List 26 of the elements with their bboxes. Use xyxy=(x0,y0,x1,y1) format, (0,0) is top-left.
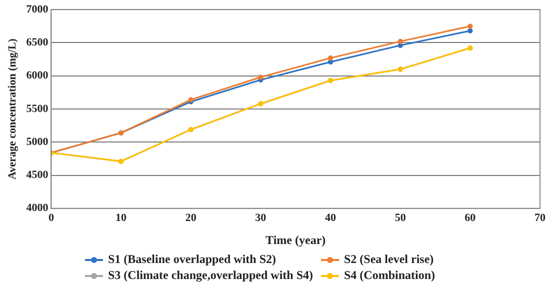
point xyxy=(468,28,473,34)
x-tick-label: 60 xyxy=(464,212,476,224)
x-tick-label: 20 xyxy=(185,212,197,224)
y-axis-title: Average concentration (mg/L) xyxy=(6,38,18,180)
y-tick-label: 7000 xyxy=(26,3,49,16)
legend-label: S2 (Sea level rise) xyxy=(344,252,434,267)
point xyxy=(398,38,403,44)
point xyxy=(468,24,473,29)
y-tick-label: 4500 xyxy=(26,169,49,182)
x-tick-label: 50 xyxy=(394,212,406,224)
point xyxy=(328,55,334,61)
y-tick-label: 4000 xyxy=(26,202,49,214)
x-axis-title: Time (year) xyxy=(266,232,326,247)
x-tick-label: 30 xyxy=(255,212,267,224)
y-tick-label: 6500 xyxy=(26,36,49,49)
x-tick-label: 70 xyxy=(534,212,546,224)
x-tick-label: 10 xyxy=(116,212,128,224)
y-tick-label: 6000 xyxy=(26,70,49,82)
legend-label: S3 (Climate change,overlapped with S4) xyxy=(108,268,313,283)
legend-label: S1 (Baseline overlapped with S2) xyxy=(108,252,276,267)
x-tick-label: 0 xyxy=(48,212,54,224)
legend-label: S4 (Combination) xyxy=(344,268,436,283)
y-tick-label: 5500 xyxy=(26,102,49,115)
x-tick-label: 40 xyxy=(325,212,337,224)
y-tick-label: 5000 xyxy=(26,136,49,148)
point xyxy=(258,74,264,80)
